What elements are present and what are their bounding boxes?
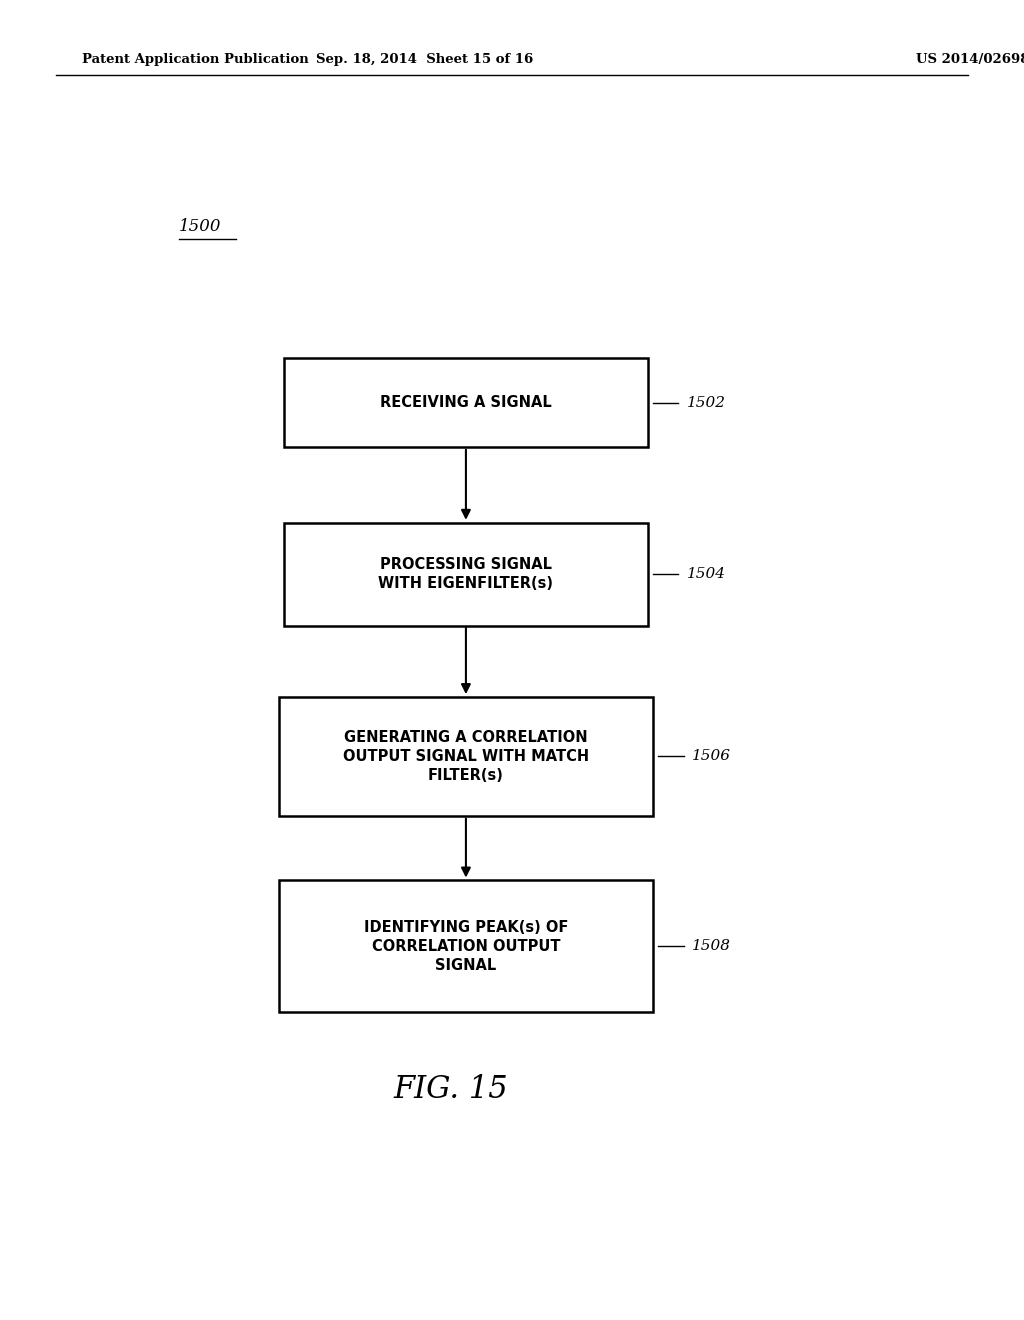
Text: US 2014/0269851 A1: US 2014/0269851 A1 [916, 53, 1024, 66]
Text: Patent Application Publication: Patent Application Publication [82, 53, 308, 66]
Text: 1504: 1504 [687, 568, 726, 581]
Bar [279, 697, 653, 816]
Text: 1508: 1508 [692, 940, 731, 953]
Bar [285, 358, 648, 447]
Text: FIG. 15: FIG. 15 [393, 1073, 508, 1105]
Bar [279, 880, 653, 1012]
Text: 1506: 1506 [692, 750, 731, 763]
Text: 1502: 1502 [687, 396, 726, 409]
Text: 1500: 1500 [179, 218, 222, 235]
Text: GENERATING A CORRELATION
OUTPUT SIGNAL WITH MATCH
FILTER(s): GENERATING A CORRELATION OUTPUT SIGNAL W… [343, 730, 589, 783]
Bar [285, 523, 648, 626]
Text: PROCESSING SIGNAL
WITH EIGENFILTER(s): PROCESSING SIGNAL WITH EIGENFILTER(s) [379, 557, 553, 591]
Text: Sep. 18, 2014  Sheet 15 of 16: Sep. 18, 2014 Sheet 15 of 16 [316, 53, 534, 66]
Text: IDENTIFYING PEAK(s) OF
CORRELATION OUTPUT
SIGNAL: IDENTIFYING PEAK(s) OF CORRELATION OUTPU… [364, 920, 568, 973]
Text: RECEIVING A SIGNAL: RECEIVING A SIGNAL [380, 395, 552, 411]
